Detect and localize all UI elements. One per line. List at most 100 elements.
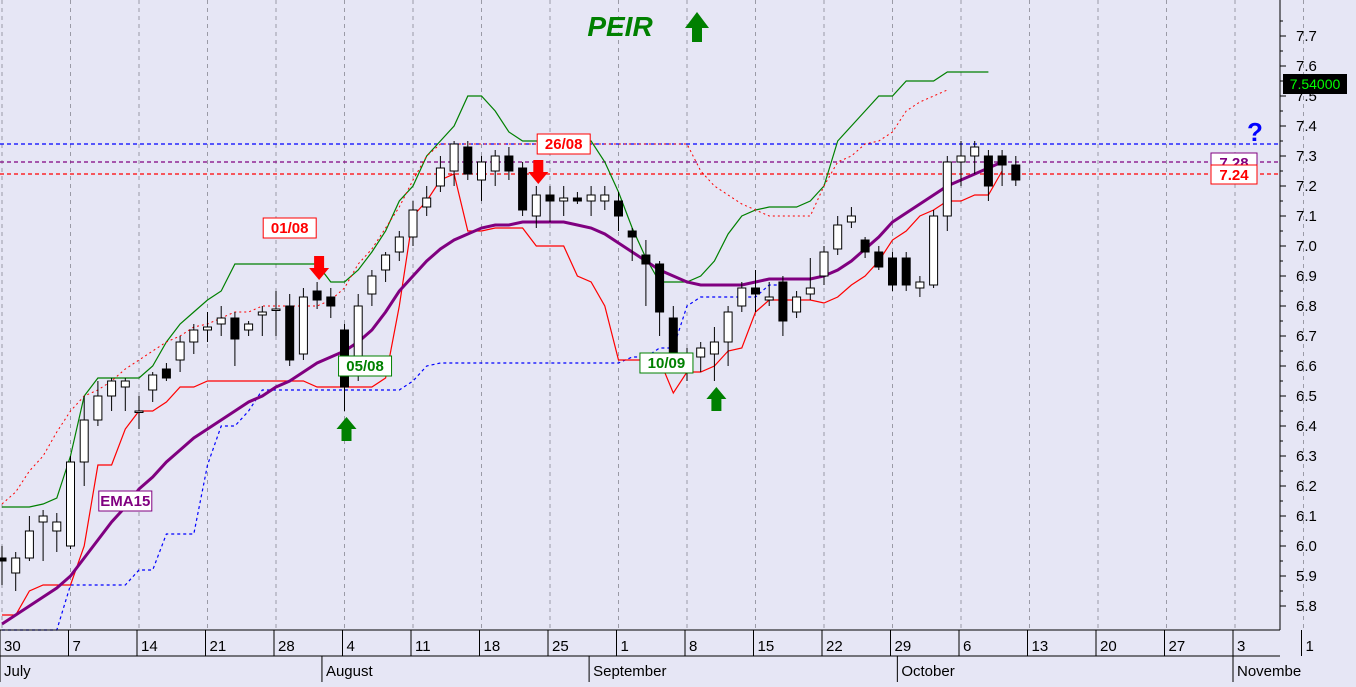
candle-body xyxy=(696,347,706,358)
candle-body xyxy=(737,287,747,307)
chart-title-group: PEIR xyxy=(587,11,709,42)
candle-body xyxy=(175,341,185,361)
price-tick-label: 7.1 xyxy=(1296,208,1317,225)
level-label: 7.24 xyxy=(1219,167,1249,184)
candle-body xyxy=(504,155,514,172)
candle-body xyxy=(285,305,295,361)
candle-body xyxy=(134,410,144,413)
candle-body xyxy=(805,287,815,295)
question-marker: ? xyxy=(1247,117,1263,147)
day-tick-label: 7 xyxy=(73,638,81,655)
candle-body xyxy=(942,161,952,217)
month-tick-label: Novembe xyxy=(1237,663,1301,680)
annotation-label: 01/08 xyxy=(271,220,309,237)
day-tick-label: 1 xyxy=(1306,638,1314,655)
candle-body xyxy=(477,161,486,181)
candle-body xyxy=(655,263,665,313)
day-tick-label: 30 xyxy=(4,638,21,655)
chart-title: PEIR xyxy=(587,11,653,42)
candle-body xyxy=(983,155,993,187)
day-tick-label: 20 xyxy=(1100,638,1117,655)
candle-body xyxy=(627,230,637,238)
month-tick-label: July xyxy=(4,663,31,680)
candle-body xyxy=(860,239,870,253)
candle-body xyxy=(915,281,925,289)
candle-body xyxy=(161,368,171,379)
candle-body xyxy=(257,311,267,316)
day-tick-label: 8 xyxy=(689,638,697,655)
price-axis: 5.8 5.9 6.0 6.1 6.2 6.3 6.4 6.5 6.6 6.7 6.8 6.9 7.0 7… xyxy=(1279,0,1347,630)
month-tick-label: September xyxy=(593,663,666,680)
candle-body xyxy=(66,461,75,547)
price-tick-label: 7.3 xyxy=(1296,148,1317,165)
last-price-box xyxy=(1283,74,1347,94)
candle-body xyxy=(614,200,623,217)
candle-body xyxy=(326,296,336,307)
candle-body xyxy=(572,197,582,202)
candle-body xyxy=(463,146,473,175)
day-tick-label: 13 xyxy=(1032,638,1049,655)
candle-body xyxy=(846,215,856,223)
candle-body xyxy=(819,251,829,277)
annotation-label: 05/08 xyxy=(346,358,384,375)
price-tick-label: 7.7 xyxy=(1296,28,1317,45)
day-tick-label: 14 xyxy=(141,638,158,655)
arrow-up-icon xyxy=(336,417,357,441)
day-tick-label: 25 xyxy=(552,638,569,655)
candle-body xyxy=(38,515,48,523)
price-tick-label: 6.6 xyxy=(1296,358,1317,375)
price-tick-label: 6.9 xyxy=(1296,268,1317,285)
price-tick-label: 7.4 xyxy=(1296,118,1317,135)
candle-body xyxy=(929,215,939,286)
annotation-box xyxy=(338,355,393,377)
price-tick-label: 6.2 xyxy=(1296,478,1317,495)
candle-body xyxy=(271,308,281,311)
candle-body xyxy=(189,329,199,343)
price-tick-label: 7.2 xyxy=(1296,178,1317,195)
candle-body xyxy=(709,341,719,355)
day-tick-label: 6 xyxy=(963,638,971,655)
candle-body xyxy=(518,167,528,211)
candle-body xyxy=(751,287,760,295)
price-tick-label: 7.6 xyxy=(1296,58,1317,75)
candle-body xyxy=(230,317,240,340)
annotation-label: EMA15 xyxy=(100,493,150,510)
day-tick-label: 28 xyxy=(278,638,295,655)
candle-body xyxy=(107,380,117,397)
candle-body xyxy=(888,257,897,286)
price-tick-label: 6.3 xyxy=(1296,448,1317,465)
candle-body xyxy=(778,281,788,322)
price-tick-label: 6.8 xyxy=(1296,298,1317,315)
day-tick-label: 27 xyxy=(1169,638,1186,655)
candle-body xyxy=(668,317,678,358)
signal-arrows xyxy=(309,160,727,441)
month-tick-label: August xyxy=(326,663,374,680)
annotation-box xyxy=(536,133,591,155)
candle-body xyxy=(394,236,404,253)
lower-band-line xyxy=(2,170,1003,616)
price-tick-label: 6.5 xyxy=(1296,388,1317,405)
candle-body xyxy=(298,296,308,355)
day-tick-label: 15 xyxy=(758,638,775,655)
last-price-label: 7.54000 xyxy=(1290,76,1341,92)
candle-body xyxy=(586,194,596,202)
arrow-down-icon xyxy=(528,160,549,184)
candle-body xyxy=(0,557,7,562)
candle-body xyxy=(52,521,62,532)
day-tick-label: 22 xyxy=(826,638,843,655)
day-tick-label: 21 xyxy=(210,638,227,655)
price-tick-label: 5.8 xyxy=(1296,598,1317,615)
price-tick-label: 5.9 xyxy=(1296,568,1317,585)
candle-body xyxy=(792,296,802,313)
candle-body xyxy=(203,326,212,331)
stop-line xyxy=(1,89,948,505)
price-tick-label: 6.7 xyxy=(1296,328,1317,345)
candle-body xyxy=(600,194,610,202)
price-tick-label: 6.4 xyxy=(1296,418,1317,435)
day-tick-label: 29 xyxy=(895,638,912,655)
candle-body xyxy=(764,296,774,301)
candle-body xyxy=(449,143,459,172)
